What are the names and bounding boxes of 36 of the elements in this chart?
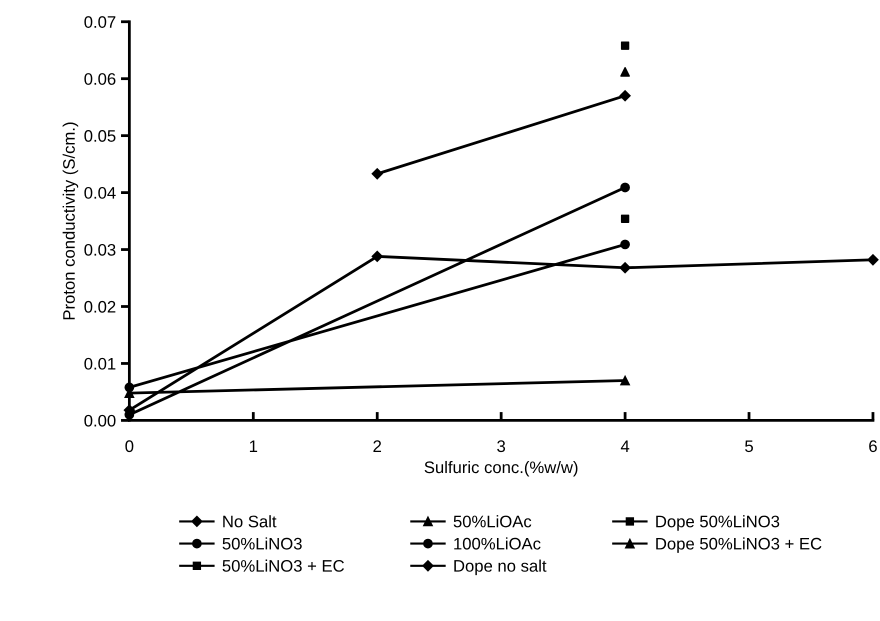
x-tick-label: 1 <box>250 440 258 452</box>
y-tick-label: 0.00 <box>84 414 116 427</box>
x-tick-label: 2 <box>373 440 382 452</box>
x-axis-title: Sulfuric conc.(%w/w) <box>424 460 578 476</box>
y-tick-label: 0.01 <box>84 358 116 370</box>
x-tick-label: 5 <box>745 440 753 452</box>
x-tick-label: 6 <box>869 440 877 452</box>
point <box>867 254 879 266</box>
legend-label: 50%LiOAc <box>454 515 532 528</box>
legend-label: 50%LiNO3 <box>222 537 302 550</box>
y-tick-label: 0.05 <box>84 130 116 142</box>
point <box>620 41 630 50</box>
point <box>620 214 630 223</box>
y-tick-label: 0.02 <box>84 300 116 313</box>
y-tick-label: 0.03 <box>84 244 116 256</box>
point <box>619 262 631 274</box>
point <box>620 66 630 77</box>
point <box>619 90 631 102</box>
x-tick-label: 0 <box>125 440 134 452</box>
legend-label: No Salt <box>223 515 276 528</box>
legend-label: 100%LiOAc <box>454 537 541 550</box>
point <box>620 376 630 386</box>
legend-label: Dope no salt <box>454 560 546 576</box>
legend-label: Dope 50%LiNO3 + EC <box>656 537 822 553</box>
y-tick-label: 0.06 <box>84 73 116 85</box>
legend-label: Dope 50%LiNO3 <box>656 515 780 531</box>
x-tick-label: 3 <box>497 440 506 452</box>
x-tick-label: 4 <box>620 440 630 452</box>
y-axis-title: Proton conductivity (S/cm.) <box>62 122 78 320</box>
point <box>372 250 383 262</box>
point <box>620 182 630 192</box>
point <box>620 240 630 250</box>
point <box>372 168 383 180</box>
y-tick-label: 0.07 <box>84 16 116 28</box>
legend-label: 50%LiNO3 + EC <box>222 560 344 572</box>
y-tick-label: 0.04 <box>84 187 116 199</box>
